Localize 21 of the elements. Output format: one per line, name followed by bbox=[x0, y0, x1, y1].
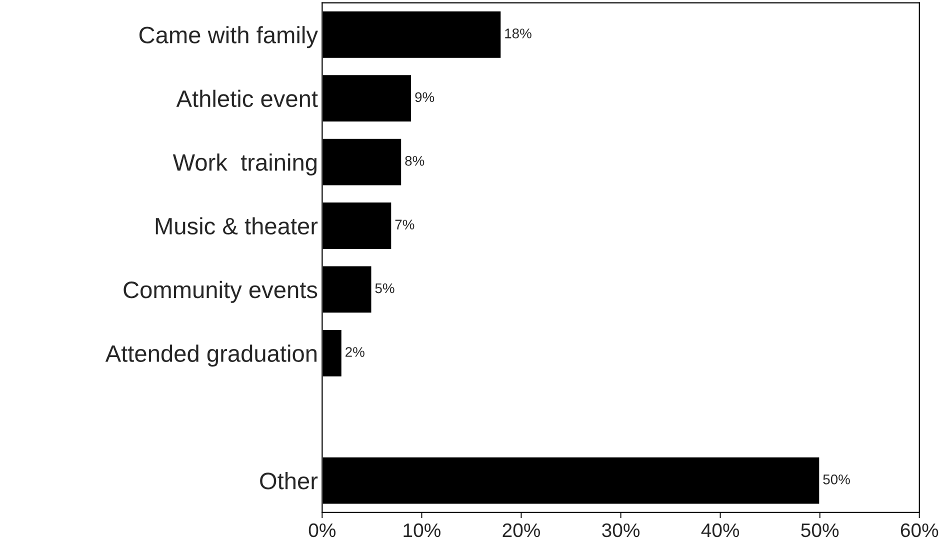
x-tick-label: 30% bbox=[602, 523, 640, 538]
x-tick-label: 10% bbox=[404, 523, 440, 538]
x-tick-label: 40% bbox=[701, 523, 740, 538]
x-tick-label: 60% bbox=[900, 523, 938, 538]
y-tick-label: Work training bbox=[172, 153, 316, 176]
x-tick-label: 20% bbox=[502, 523, 540, 538]
x-tick-label: 0% bbox=[308, 523, 336, 538]
data-label: 50% bbox=[823, 474, 850, 484]
y-tick-label: Other bbox=[260, 472, 318, 490]
data-label: 8% bbox=[405, 156, 424, 166]
data-label: 9% bbox=[415, 92, 434, 102]
y-tick-label: Athletic event bbox=[176, 90, 318, 108]
data-label: 7% bbox=[395, 220, 414, 230]
y-tick-label: Came with family bbox=[139, 26, 318, 48]
y-tick-label: Attended graduation bbox=[105, 344, 316, 367]
data-label: 18% bbox=[505, 28, 532, 38]
y-tick-label: Music & theater bbox=[156, 217, 318, 235]
y-tick-label: Community events bbox=[124, 280, 318, 303]
data-label: 2% bbox=[346, 347, 364, 357]
data-label: 5% bbox=[375, 283, 394, 294]
x-tick-label: 50% bbox=[801, 523, 839, 538]
